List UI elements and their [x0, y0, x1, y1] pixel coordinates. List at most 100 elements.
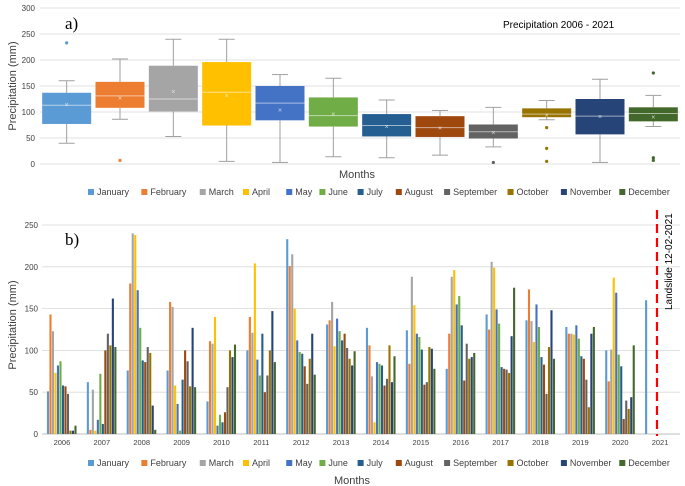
bar-september-2010: [226, 387, 229, 434]
bar-december-2007: [114, 347, 117, 434]
bar-july-2019: [580, 356, 583, 434]
box-outlier-point: [651, 158, 655, 162]
bar-september-2013: [346, 347, 349, 434]
bar-january-2010: [206, 401, 209, 434]
bar-may-2010: [216, 425, 219, 434]
bar-legend-item-may: May: [286, 458, 313, 468]
bar-june-2010: [218, 414, 222, 434]
bar-legend-swatch: [357, 460, 364, 466]
bar-june-2011: [258, 375, 261, 434]
bar-august-2013: [343, 333, 346, 434]
bar-july-2015: [420, 349, 423, 434]
box-april: ×: [202, 38, 252, 162]
bar-legend-item-march: March: [199, 458, 234, 468]
box-y-tick-label: 200: [22, 56, 36, 65]
box-outlier-point: [545, 126, 549, 130]
bar-y-tick-label: 250: [25, 221, 39, 230]
bar-may-2011: [256, 359, 259, 434]
bar-october-2006: [69, 430, 72, 434]
box-legend-item-april: April: [243, 187, 270, 197]
bar-september-2012: [306, 383, 309, 434]
bar-april-2012: [293, 308, 296, 434]
box-legend-item-january: January: [88, 187, 130, 197]
bar-november-2009: [191, 327, 194, 434]
bar-september-2011: [266, 375, 269, 434]
bar-february-2020: [607, 381, 610, 434]
box-legend-swatch: [619, 189, 626, 195]
box-september: ×: [468, 106, 518, 165]
box-body: [95, 81, 145, 108]
bar-legend-swatch: [619, 460, 626, 466]
bar-may-2014: [375, 362, 379, 434]
box-october: ×: [522, 100, 572, 163]
bar-june-2012: [298, 352, 301, 434]
bar-march-2015: [410, 276, 413, 434]
box-body: [575, 99, 625, 135]
box-body: [42, 92, 92, 124]
box-legend-item-october: October: [507, 187, 549, 197]
box-may: ×: [255, 74, 305, 163]
bar-october-2009: [189, 386, 192, 434]
bar-x-tick-label: 2007: [93, 438, 110, 447]
box-legend-item-february: February: [141, 187, 187, 197]
bar-february-2013: [328, 320, 331, 434]
box-y-tick-labels: 0 50 100 150 200 250 300: [22, 4, 36, 169]
bar-y-tick-label: 0: [34, 430, 39, 439]
box-legend-swatch: [88, 189, 94, 195]
bar-legend-item-april: April: [243, 458, 270, 468]
bar-october-2007: [109, 345, 112, 434]
bar-june-2017: [498, 323, 501, 434]
box-legend-item-august: August: [395, 187, 434, 197]
bar-november-2011: [271, 311, 274, 434]
bar-april-2015: [413, 305, 416, 434]
bar-legend-item-july: July: [357, 458, 383, 468]
box-plot-panel: 0 50 100 150 200 250 300 × × × × × × × × × × × × a) Preci…: [7, 4, 680, 197]
box-legend-label: August: [405, 187, 434, 197]
bar-august-2015: [423, 384, 426, 434]
bar-april-2019: [572, 334, 575, 434]
box-mean-marker: ×: [65, 102, 69, 109]
bar-chart-panel: 0 50 100 150 200 250 2006 2007 2008 2009 2010 2011…: [7, 210, 680, 486]
bar-october-2013: [348, 358, 351, 434]
bar-august-2019: [582, 358, 585, 434]
bar-september-2014: [385, 378, 389, 434]
bar-december-2013: [353, 351, 356, 434]
bar-january-2021: [645, 300, 648, 434]
bar-february-2011: [248, 316, 251, 434]
bar-january-2008: [126, 370, 129, 434]
box-mean-marker: ×: [651, 115, 655, 122]
bar-december-2010: [233, 344, 237, 434]
box-august: ×: [415, 109, 465, 156]
bar-november-2018: [550, 310, 553, 434]
bar-x-tick-label: 2014: [373, 438, 390, 447]
box-mean-marker: ×: [171, 89, 175, 96]
box-outlier-point: [118, 158, 122, 162]
bar-may-2007: [96, 419, 99, 434]
bar-y-tick-label: 150: [25, 305, 39, 314]
bar-april-2013: [333, 346, 336, 434]
bar-december-2020: [632, 345, 635, 434]
bar-november-2008: [151, 405, 154, 434]
box-y-tick-label: 300: [22, 4, 36, 13]
bar-may-2018: [535, 304, 538, 434]
box-legend-swatch: [319, 189, 326, 195]
box-june: ×: [308, 77, 358, 158]
bar-x-tick-label: 2020: [612, 438, 629, 447]
bar-march-2018: [530, 321, 533, 434]
box-legend-label: October: [517, 187, 549, 197]
bar-december-2009: [194, 387, 197, 434]
bar-september-2019: [585, 379, 588, 434]
bar-march-2012: [291, 254, 294, 434]
bar-august-2009: [184, 350, 187, 434]
box-legend-label: January: [97, 187, 130, 197]
bar-september-2016: [465, 343, 468, 434]
bar-legend-label: August: [405, 458, 434, 468]
bar-legend-label: March: [209, 458, 234, 468]
bar-december-2008: [154, 429, 157, 434]
box-y-tick-label: 50: [26, 134, 35, 143]
bar-legend-swatch: [243, 460, 249, 466]
bar-november-2016: [470, 357, 473, 434]
bar-april-2007: [94, 430, 97, 434]
bar-legend-item-september: September: [444, 458, 497, 468]
bar-chart-bars: [46, 233, 648, 434]
